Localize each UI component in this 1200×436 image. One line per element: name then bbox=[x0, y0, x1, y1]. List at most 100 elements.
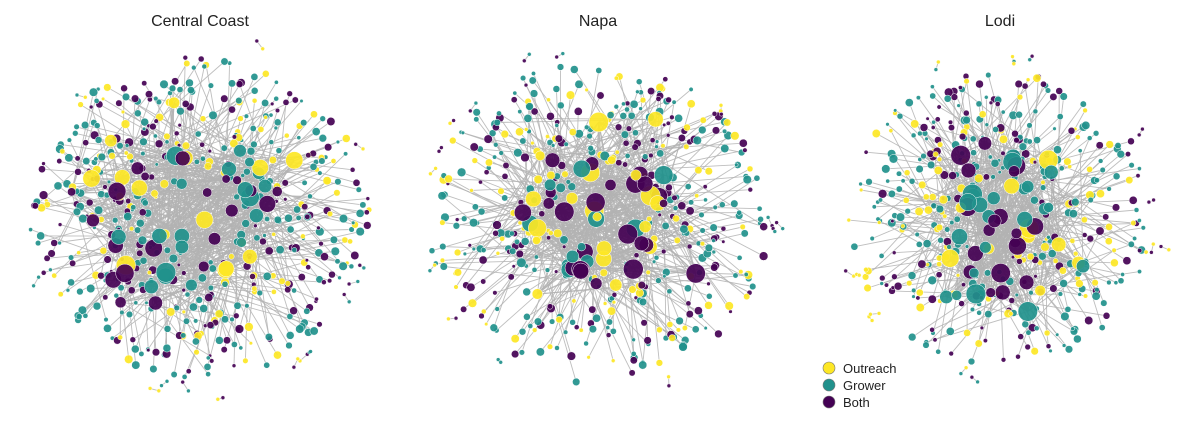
node-both bbox=[314, 296, 319, 302]
node-both bbox=[515, 249, 524, 258]
edge bbox=[604, 155, 659, 281]
node-outreach bbox=[99, 246, 108, 255]
node-grower bbox=[93, 122, 101, 129]
node-grower bbox=[990, 158, 1000, 168]
edge bbox=[207, 138, 347, 193]
node-both bbox=[714, 329, 723, 339]
edge bbox=[447, 183, 524, 214]
node-grower bbox=[250, 73, 259, 81]
node-outreach bbox=[955, 273, 961, 278]
node-grower bbox=[263, 361, 271, 369]
node-both bbox=[711, 111, 718, 117]
node-outreach bbox=[1067, 164, 1073, 169]
edge bbox=[663, 148, 726, 204]
node-both bbox=[1140, 126, 1145, 132]
node-grower bbox=[348, 263, 355, 270]
node-outreach bbox=[1016, 93, 1024, 101]
node-both bbox=[1049, 92, 1058, 101]
node-outreach bbox=[672, 214, 680, 223]
node-grower bbox=[243, 167, 251, 176]
node-grower bbox=[631, 337, 636, 343]
node-outreach bbox=[686, 99, 696, 109]
node-grower bbox=[518, 327, 527, 336]
node-outreach bbox=[449, 136, 457, 145]
node-outreach bbox=[484, 322, 489, 327]
node-grower bbox=[249, 208, 264, 223]
node-outreach bbox=[555, 315, 563, 324]
node-both bbox=[56, 158, 63, 165]
node-outreach bbox=[868, 312, 873, 317]
node-both bbox=[863, 149, 869, 155]
edge bbox=[571, 135, 736, 199]
node-both bbox=[1010, 227, 1023, 240]
node-grower bbox=[879, 281, 884, 286]
node-grower bbox=[927, 160, 936, 169]
node-grower bbox=[246, 146, 256, 156]
node-grower bbox=[712, 204, 718, 210]
node-both bbox=[514, 203, 532, 222]
node-grower bbox=[900, 178, 906, 184]
node-outreach bbox=[900, 223, 906, 229]
node-both bbox=[719, 111, 724, 117]
node-grower bbox=[197, 273, 207, 283]
node-both bbox=[943, 237, 952, 246]
node-grower bbox=[88, 87, 99, 97]
node-grower bbox=[488, 129, 497, 137]
node-both bbox=[520, 152, 530, 163]
node-outreach bbox=[938, 194, 949, 205]
node-both bbox=[204, 293, 214, 302]
node-outreach bbox=[548, 230, 554, 236]
node-outreach bbox=[902, 196, 910, 204]
node-both bbox=[318, 241, 324, 247]
node-outreach bbox=[602, 301, 608, 306]
node-both bbox=[1040, 80, 1047, 88]
node-both bbox=[987, 213, 1002, 228]
node-grower bbox=[498, 150, 504, 156]
node-both bbox=[721, 239, 726, 244]
node-outreach bbox=[251, 159, 269, 177]
node-both bbox=[948, 124, 955, 132]
edge bbox=[966, 119, 1030, 229]
node-grower bbox=[1064, 345, 1074, 354]
node-grower bbox=[1100, 299, 1108, 307]
node-outreach bbox=[257, 126, 265, 133]
node-outreach bbox=[123, 150, 129, 156]
node-both bbox=[1045, 343, 1052, 349]
node-grower bbox=[92, 301, 102, 311]
node-grower bbox=[53, 181, 63, 191]
node-grower bbox=[75, 313, 83, 320]
node-outreach bbox=[876, 220, 882, 225]
node-both bbox=[994, 101, 1001, 107]
node-outreach bbox=[120, 119, 131, 129]
node-grower bbox=[1112, 172, 1121, 181]
node-grower bbox=[951, 228, 968, 246]
node-grower bbox=[1086, 135, 1093, 141]
node-grower bbox=[531, 71, 536, 76]
node-both bbox=[466, 282, 476, 292]
node-both bbox=[685, 300, 692, 307]
node-grower bbox=[164, 379, 170, 384]
node-outreach bbox=[262, 70, 270, 78]
node-both bbox=[181, 100, 190, 108]
node-grower bbox=[489, 323, 498, 332]
node-grower bbox=[1021, 320, 1030, 329]
node-both bbox=[538, 210, 546, 218]
node-grower bbox=[984, 122, 990, 127]
edge bbox=[571, 198, 635, 361]
node-outreach bbox=[647, 111, 664, 128]
node-grower bbox=[355, 279, 361, 284]
node-grower bbox=[1021, 180, 1035, 194]
node-grower bbox=[119, 309, 125, 316]
node-outreach bbox=[146, 270, 152, 276]
node-both bbox=[934, 116, 941, 123]
node-grower bbox=[97, 190, 106, 199]
node-grower bbox=[1033, 136, 1041, 144]
node-outreach bbox=[57, 291, 64, 298]
node-both bbox=[1029, 53, 1035, 59]
node-both bbox=[615, 159, 623, 167]
node-both bbox=[249, 273, 256, 280]
node-grower bbox=[74, 92, 80, 98]
node-grower bbox=[514, 238, 520, 245]
node-grower bbox=[684, 284, 692, 293]
